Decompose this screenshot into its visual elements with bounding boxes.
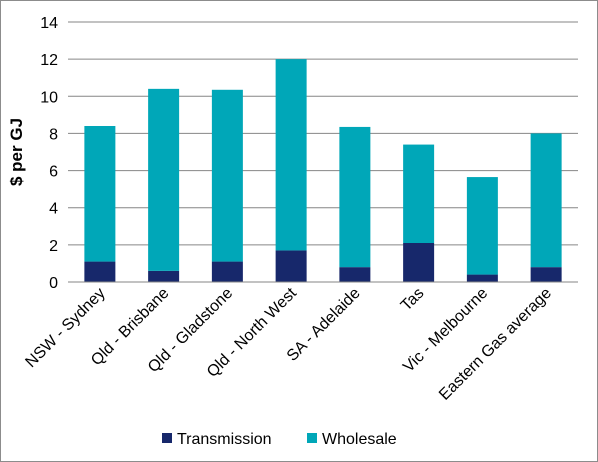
bar-wholesale xyxy=(275,59,307,251)
bar-wholesale xyxy=(466,177,498,275)
bar-wholesale xyxy=(211,89,243,262)
legend-swatch-transmission xyxy=(162,433,172,443)
y-tick-label: 14 xyxy=(40,15,58,32)
bar-transmission xyxy=(530,267,562,282)
y-tick-label: 6 xyxy=(49,164,58,181)
gridlines xyxy=(68,21,578,246)
bar-wholesale xyxy=(84,126,116,262)
y-tick-label: 8 xyxy=(49,126,58,143)
y-tick-label: 2 xyxy=(49,238,58,255)
x-tick-label: Tas xyxy=(398,285,428,315)
bar-transmission xyxy=(84,261,116,282)
x-tick-label: Eastern Gas average xyxy=(436,285,555,404)
bar-transmission xyxy=(211,261,243,282)
bar-transmission xyxy=(339,267,371,282)
y-tick-label: 0 xyxy=(49,275,58,292)
bar-transmission xyxy=(275,250,307,282)
bar-wholesale xyxy=(530,133,562,268)
y-tick-label: 4 xyxy=(49,201,58,218)
bar-transmission xyxy=(148,270,180,282)
bar-transmission xyxy=(466,274,498,282)
y-axis-ticks: 0 2 4 6 8 10 12 14 xyxy=(40,15,58,292)
legend: Transmission Wholesale xyxy=(162,431,397,448)
y-axis-label: $ per GJ xyxy=(7,118,26,186)
legend-label-wholesale: Wholesale xyxy=(322,431,397,448)
y-tick-label: 10 xyxy=(40,89,58,106)
bars xyxy=(84,59,562,282)
bar-wholesale xyxy=(403,144,435,243)
legend-swatch-wholesale xyxy=(307,433,317,443)
bar-wholesale xyxy=(148,88,180,271)
bar-wholesale xyxy=(339,126,371,268)
legend-label-transmission: Transmission xyxy=(177,431,272,448)
y-tick-label: 12 xyxy=(40,52,58,69)
bar-transmission xyxy=(403,243,435,282)
